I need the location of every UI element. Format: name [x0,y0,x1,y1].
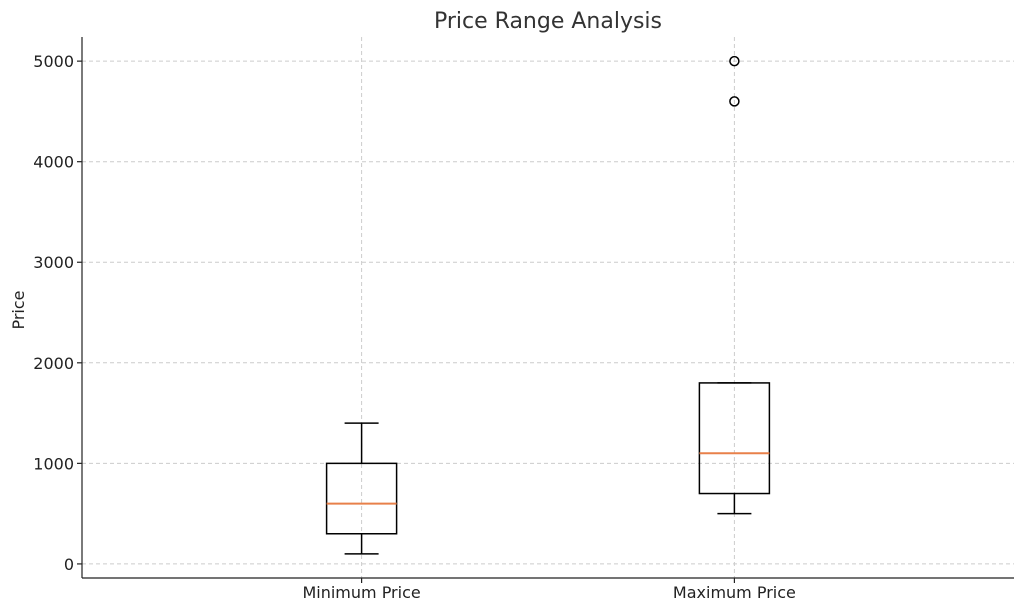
y-tick-label: 1000 [33,454,74,473]
iqr-box [325,462,398,535]
y-tick-label: 3000 [33,253,74,272]
outlier-point [729,96,740,107]
y-tick-label: 0 [64,555,74,574]
chart-title: Price Range Analysis [434,9,662,34]
plot-layer [325,55,771,555]
y-tick-label: 2000 [33,354,74,373]
grid-layer [82,37,1014,578]
y-axis-label: Price [9,290,28,329]
box-group [325,422,398,555]
x-tick-label: Minimum Price [302,583,420,602]
x-tick-label: Maximum Price [673,583,796,602]
y-tick-label: 5000 [33,52,74,71]
y-tick-label: 4000 [33,153,74,172]
box-group [698,55,771,515]
outlier-point [729,55,740,67]
iqr-box [698,382,771,495]
axes-layer: 0 1000 2000 3000 4000 5000 Minimum Price Maximu… [33,37,1014,602]
